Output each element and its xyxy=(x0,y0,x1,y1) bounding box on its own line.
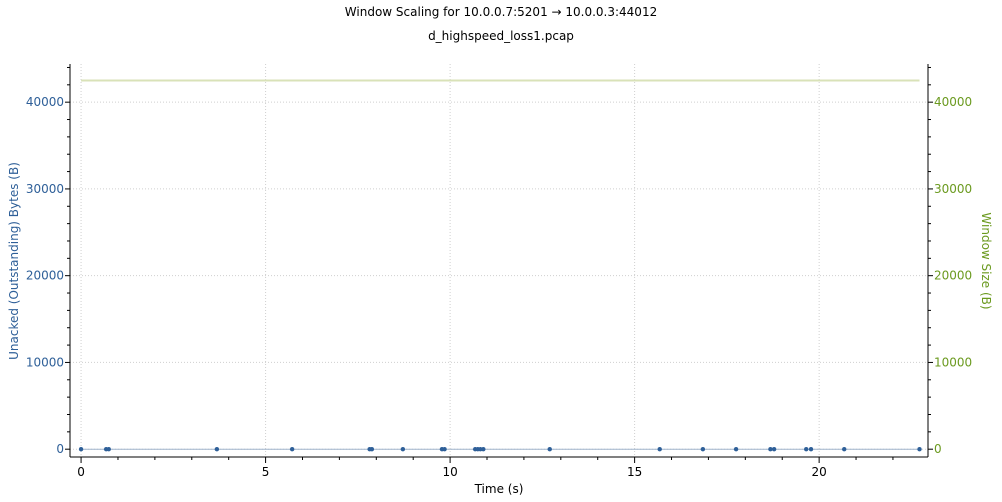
y-right-tick-label: 20000 xyxy=(934,269,972,283)
y-left-tick-label: 30000 xyxy=(26,182,64,196)
x-tick-label: 20 xyxy=(811,465,826,479)
unacked-bytes-point xyxy=(400,446,406,452)
y-axis-right-title: Window Size (B) xyxy=(979,212,993,309)
unacked-bytes-point xyxy=(917,446,922,452)
unacked-bytes-point xyxy=(214,446,220,452)
x-tick-label: 15 xyxy=(627,465,642,479)
unacked-bytes-point xyxy=(289,446,295,452)
unacked-bytes-point xyxy=(442,446,447,452)
unacked-bytes-point xyxy=(733,446,739,452)
x-axis-title: Time (s) xyxy=(474,482,524,496)
chart-title: Window Scaling for 10.0.0.7:5201 → 10.0.… xyxy=(345,5,657,19)
y-left-tick-label: 20000 xyxy=(26,269,64,283)
unacked-bytes-point xyxy=(657,446,662,452)
x-tick-label: 10 xyxy=(442,465,457,479)
unacked-bytes-point xyxy=(768,446,773,452)
chart-subtitle: d_highspeed_loss1.pcap xyxy=(428,29,574,43)
unacked-bytes-point xyxy=(700,446,706,452)
unacked-bytes-point xyxy=(804,446,809,452)
unacked-bytes-point xyxy=(808,446,814,452)
x-tick-label: 0 xyxy=(77,465,85,479)
y-right-tick-label: 10000 xyxy=(934,355,972,369)
y-axis-left-title: Unacked (Outstanding) Bytes (B) xyxy=(7,162,21,360)
y-right-tick-label: 30000 xyxy=(934,182,972,196)
unacked-bytes-point xyxy=(369,446,375,452)
y-right-tick-label: 0 xyxy=(934,442,942,456)
unacked-bytes-point xyxy=(106,446,111,452)
y-left-tick-label: 40000 xyxy=(26,95,64,109)
unacked-bytes-point xyxy=(842,446,847,452)
y-left-tick-label: 0 xyxy=(56,442,64,456)
grid xyxy=(70,64,928,457)
unacked-bytes-point xyxy=(547,446,552,452)
y-left-tick-label: 10000 xyxy=(26,355,64,369)
x-tick-label: 5 xyxy=(262,465,270,479)
unacked-bytes-series xyxy=(78,446,922,452)
y-right-tick-label: 40000 xyxy=(934,95,972,109)
unacked-bytes-point xyxy=(78,446,84,452)
unacked-bytes-point xyxy=(481,446,486,452)
unacked-bytes-point xyxy=(771,446,777,452)
